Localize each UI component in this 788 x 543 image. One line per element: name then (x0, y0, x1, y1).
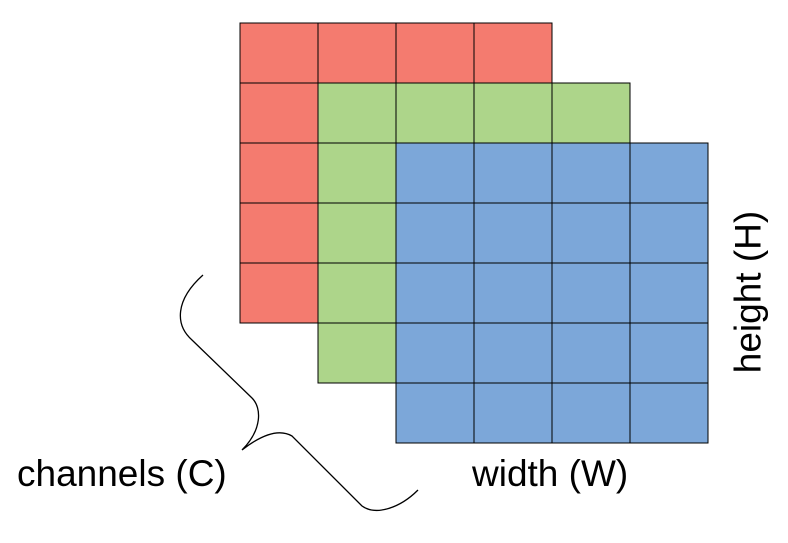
blue-channel-cell (629, 382, 709, 444)
red-channel-cell (395, 22, 475, 84)
blue-channel-cell (473, 202, 553, 264)
channels-brace (179, 274, 419, 511)
red-channel-cell (317, 22, 397, 84)
blue-channel-cell (629, 262, 709, 324)
blue-channel-cell (473, 262, 553, 324)
red-channel-cell (239, 82, 319, 144)
green-channel-cell (317, 142, 397, 204)
blue-channel-cell (473, 322, 553, 384)
blue-channel-cell (629, 142, 709, 204)
blue-channel-cell (395, 142, 475, 204)
blue-channel-cell (551, 382, 631, 444)
channel-grids (239, 22, 709, 444)
green-channel-cell (395, 82, 475, 144)
height-label: height (H) (727, 210, 769, 374)
blue-channel-cell (551, 262, 631, 324)
blue-channel-cell (629, 322, 709, 384)
red-channel-cell (239, 142, 319, 204)
green-channel-cell (317, 262, 397, 324)
blue-channel-cell (551, 322, 631, 384)
green-channel-cell (317, 82, 397, 144)
blue-channel-cell (551, 142, 631, 204)
channels-label: channels (C) (17, 453, 227, 494)
blue-channel-cell (395, 202, 475, 264)
green-channel-cell (473, 82, 553, 144)
blue-channel-cell (395, 262, 475, 324)
red-channel-cell (239, 202, 319, 264)
red-channel-cell (239, 262, 319, 324)
green-channel-cell (551, 82, 631, 144)
blue-channel-cell (629, 202, 709, 264)
blue-channel-cell (551, 202, 631, 264)
blue-channel-cell (395, 322, 475, 384)
red-channel-cell (473, 22, 553, 84)
green-channel-cell (317, 322, 397, 384)
green-channel-cell (317, 202, 397, 264)
blue-channel-cell (395, 382, 475, 444)
blue-channel-cell (473, 382, 553, 444)
red-channel-cell (239, 22, 319, 84)
width-label: width (W) (472, 453, 629, 494)
blue-channel-cell (473, 142, 553, 204)
